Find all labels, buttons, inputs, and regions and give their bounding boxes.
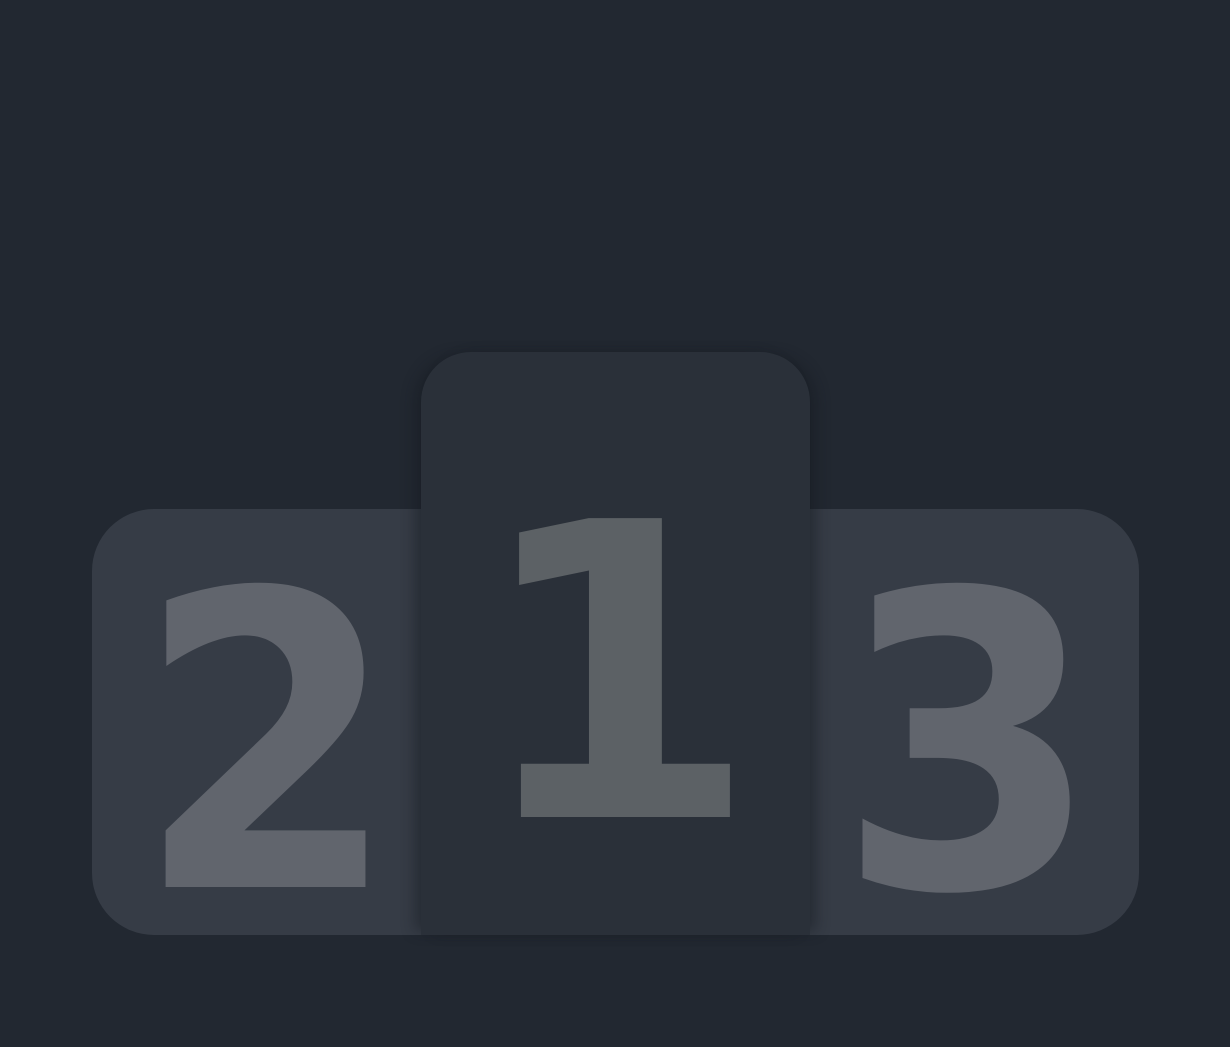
rank-second-label: 2 xyxy=(135,506,399,984)
rank-third-label: 3 xyxy=(837,506,1100,984)
podium-block-second xyxy=(92,509,432,935)
podium-block-third xyxy=(798,509,1139,935)
podium-block-first xyxy=(421,352,810,935)
rank-first-label: 1 xyxy=(472,436,759,914)
